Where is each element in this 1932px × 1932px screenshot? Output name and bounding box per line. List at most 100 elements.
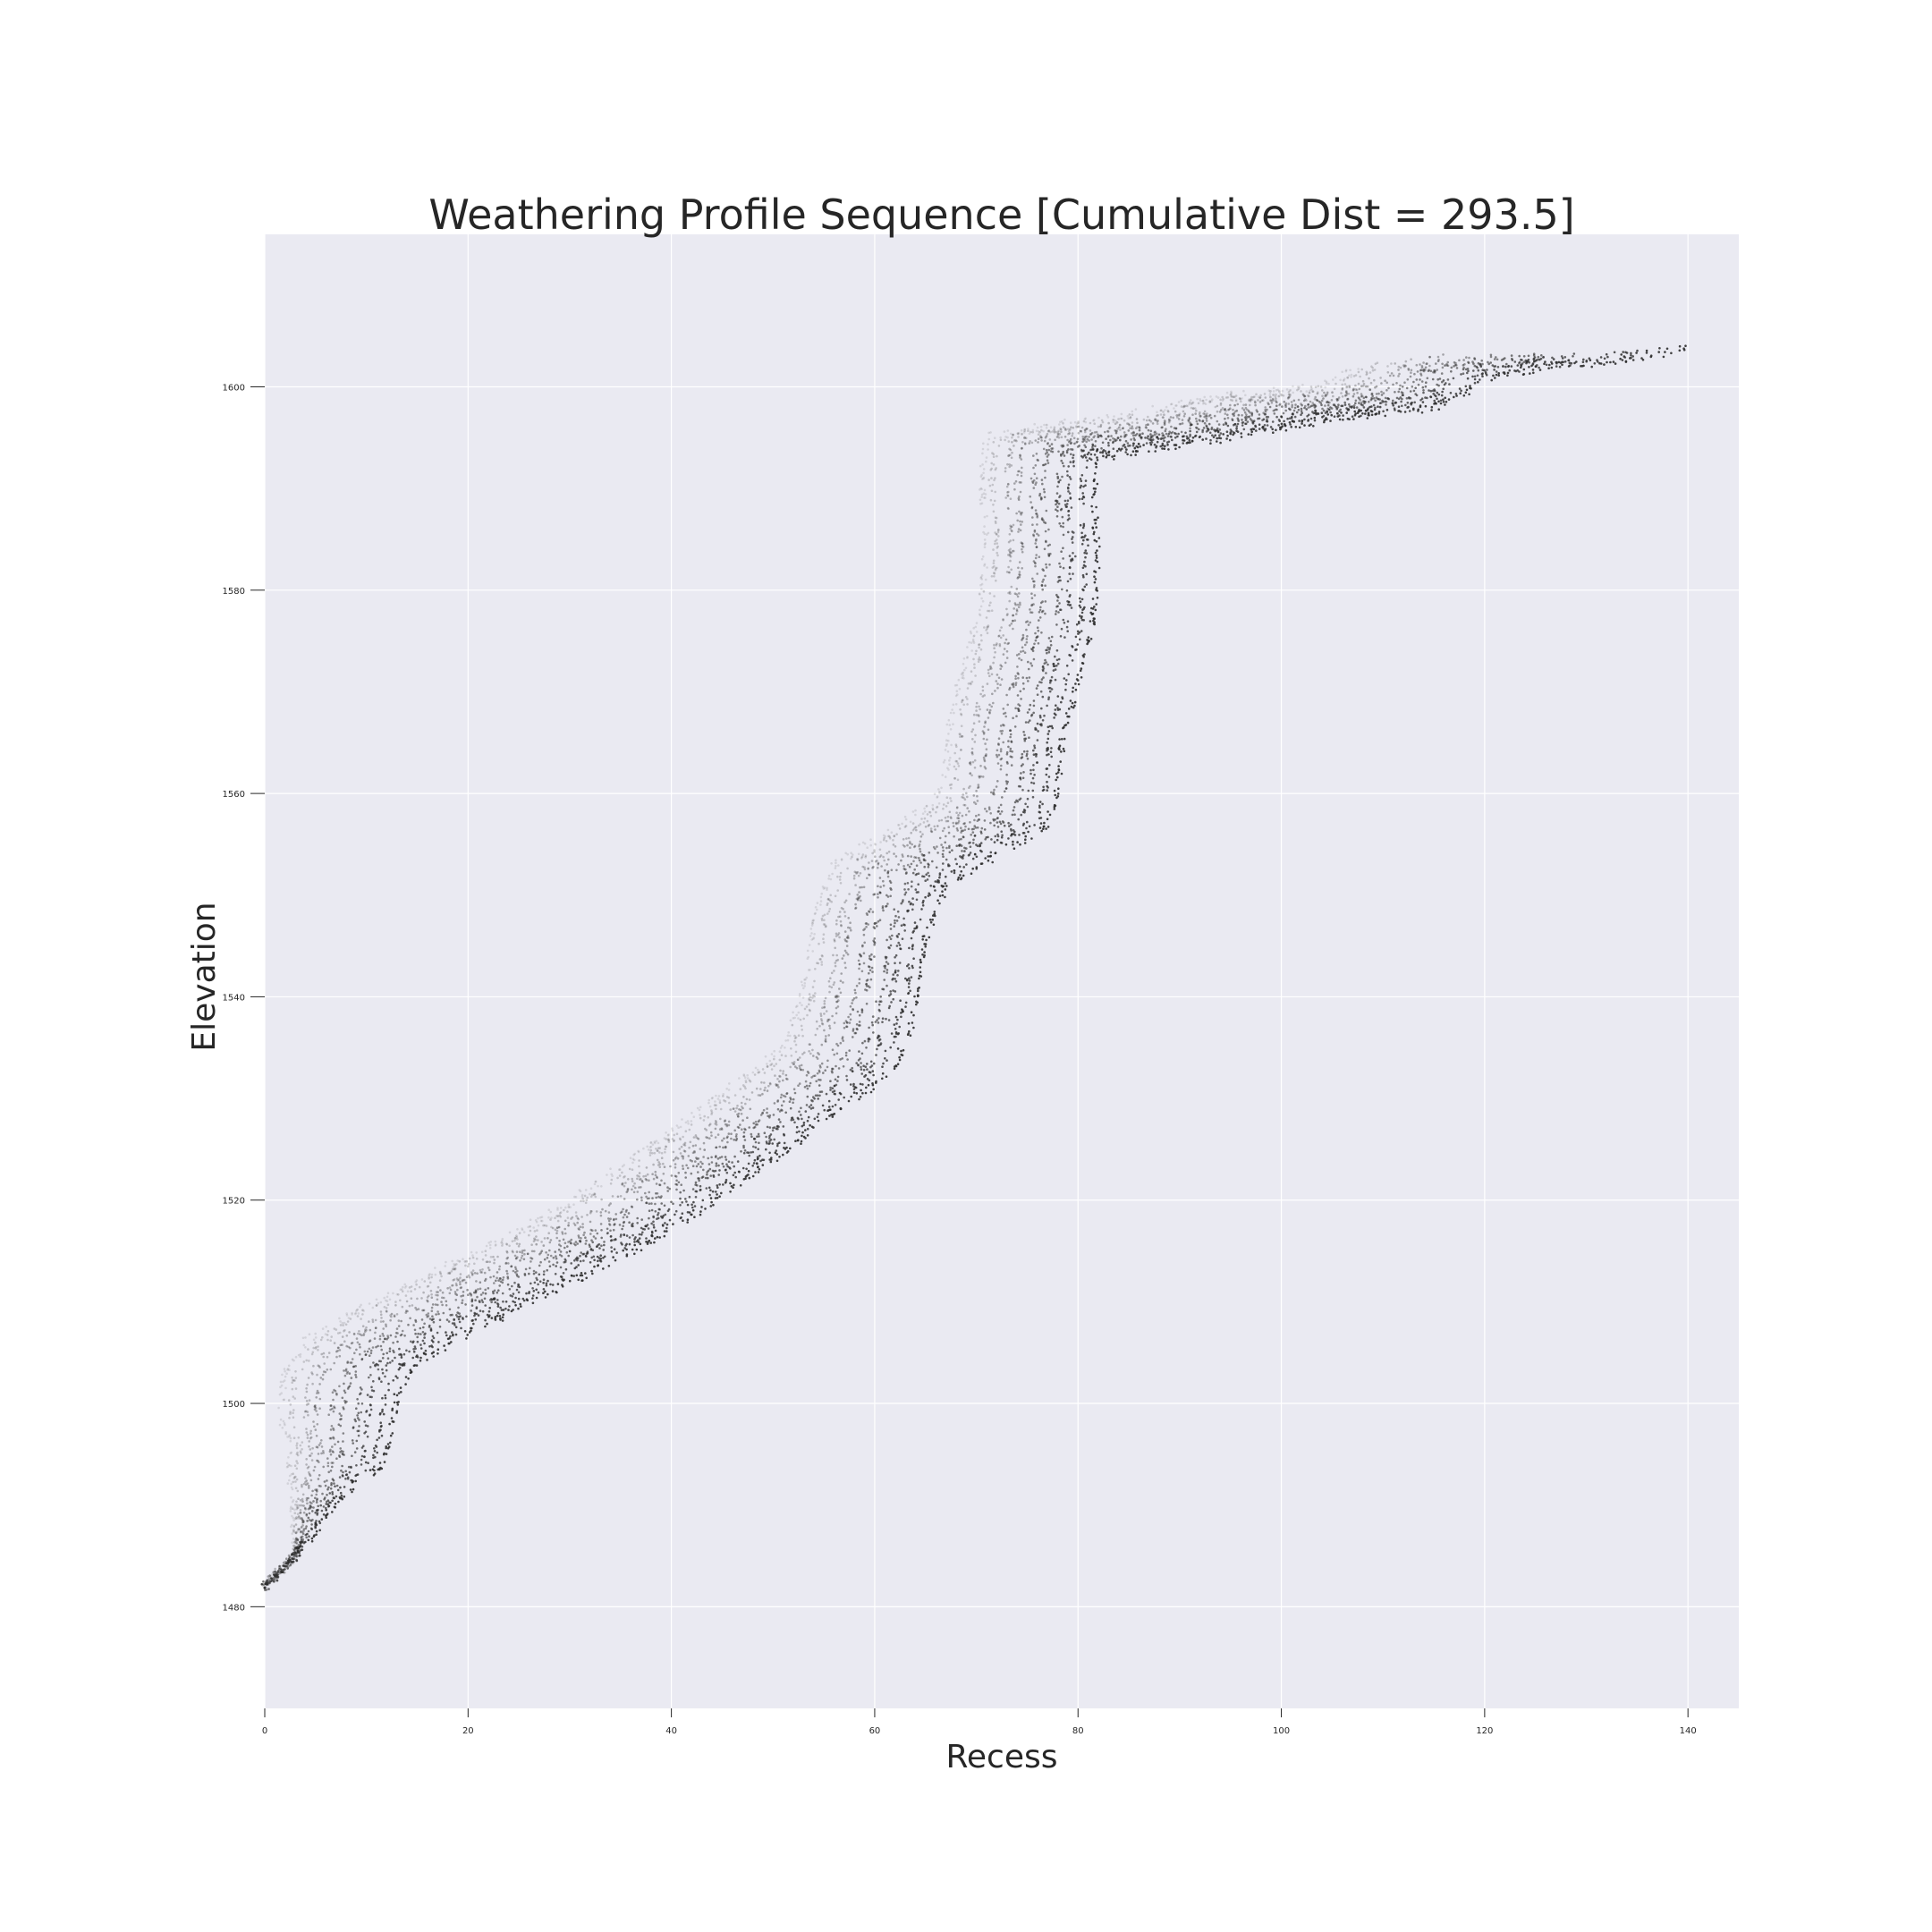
scatter-point xyxy=(363,1350,367,1353)
scatter-point xyxy=(999,758,1003,761)
scatter-point xyxy=(343,1369,345,1372)
scatter-point xyxy=(948,851,952,854)
scatter-point xyxy=(1108,426,1112,429)
scatter-point xyxy=(292,1516,295,1520)
scatter-point xyxy=(1045,566,1048,569)
scatter-point xyxy=(861,853,865,856)
scatter-point xyxy=(1358,387,1361,391)
scatter-point xyxy=(292,1426,296,1428)
scatter-point xyxy=(1089,433,1092,436)
scatter-point xyxy=(1092,436,1095,439)
scatter-point xyxy=(674,1174,677,1178)
scatter-point xyxy=(311,1489,314,1493)
scatter-point xyxy=(1454,364,1458,367)
scatter-point xyxy=(724,1156,727,1158)
scatter-point xyxy=(1012,809,1015,812)
scatter-point xyxy=(820,1062,824,1065)
scatter-point xyxy=(1242,389,1245,393)
scatter-point xyxy=(826,886,828,890)
scatter-point xyxy=(377,1344,379,1348)
scatter-point xyxy=(585,1199,589,1202)
scatter-point xyxy=(590,1239,593,1241)
scatter-point xyxy=(535,1242,538,1246)
scatter-point xyxy=(1302,394,1305,397)
scatter-point xyxy=(677,1181,681,1184)
scatter-point xyxy=(786,1078,789,1080)
scatter-point xyxy=(413,1288,417,1291)
scatter-point xyxy=(314,1341,317,1344)
scatter-point xyxy=(430,1275,433,1279)
scatter-point xyxy=(660,1157,664,1159)
scatter-point xyxy=(517,1275,521,1278)
scatter-point xyxy=(1278,403,1281,407)
scatter-point xyxy=(671,1138,674,1140)
scatter-point xyxy=(462,1278,466,1282)
scatter-point xyxy=(335,1328,338,1331)
scatter-point xyxy=(1398,372,1401,376)
scatter-point xyxy=(1249,400,1252,402)
scatter-point xyxy=(542,1224,545,1227)
scatter-point xyxy=(960,714,963,716)
scatter-point xyxy=(960,724,963,727)
scatter-point xyxy=(1249,403,1251,407)
scatter-point xyxy=(343,1408,345,1411)
scatter-point xyxy=(359,1305,361,1309)
scatter-point xyxy=(649,1141,652,1144)
scatter-point xyxy=(1309,400,1312,403)
scatter-point xyxy=(1183,405,1186,408)
scatter-point xyxy=(1324,386,1326,389)
scatter-point xyxy=(714,1120,717,1123)
scatter-point xyxy=(1185,404,1188,408)
scatter-point xyxy=(975,649,978,653)
scatter-point xyxy=(1034,564,1037,568)
scatter-point xyxy=(430,1306,434,1309)
scatter-point xyxy=(969,772,971,775)
scatter-point xyxy=(515,1236,519,1239)
scatter-point xyxy=(1078,425,1080,428)
scatter-point xyxy=(870,966,874,970)
scatter-point xyxy=(480,1250,484,1253)
scatter-point xyxy=(826,1018,830,1021)
scatter-point xyxy=(1060,459,1063,462)
scatter-point xyxy=(829,877,833,881)
scatter-point xyxy=(319,1338,323,1342)
scatter-point xyxy=(1062,547,1064,550)
profile-series xyxy=(265,358,1412,1589)
scatter-point xyxy=(1005,650,1009,653)
scatter-point xyxy=(521,1227,523,1230)
scatter-point xyxy=(1216,419,1219,423)
scatter-point xyxy=(1237,413,1241,417)
scatter-point xyxy=(1026,758,1030,760)
scatter-point xyxy=(1216,404,1219,408)
scatter-point xyxy=(1262,399,1265,402)
scatter-point xyxy=(1008,533,1012,536)
scatter-point xyxy=(982,530,985,534)
scatter-point xyxy=(691,1112,693,1114)
scatter-point xyxy=(1419,369,1423,372)
scatter-point xyxy=(784,1095,787,1098)
scatter-point xyxy=(546,1268,548,1272)
scatter-point xyxy=(1221,399,1224,402)
scatter-point xyxy=(1522,355,1526,358)
scatter-point xyxy=(843,938,847,941)
scatter-point xyxy=(475,1258,479,1260)
scatter-point xyxy=(1088,436,1090,438)
scatter-point xyxy=(1037,459,1039,462)
scatter-point xyxy=(1350,376,1352,378)
scatter-point xyxy=(637,1150,640,1154)
scatter-point xyxy=(1453,365,1455,368)
scatter-point xyxy=(410,1285,413,1288)
scatter-point xyxy=(369,1349,373,1352)
scatter-point xyxy=(1114,429,1117,433)
scatter-point xyxy=(1038,681,1041,683)
scatter-point xyxy=(924,810,927,813)
scatter-point xyxy=(995,532,998,536)
scatter-point xyxy=(346,1361,349,1364)
scatter-point xyxy=(1120,412,1123,416)
scatter-point xyxy=(756,1135,758,1138)
scatter-point xyxy=(844,1054,848,1057)
scatter-point xyxy=(1055,610,1058,613)
scatter-point xyxy=(1202,399,1205,402)
scatter-point xyxy=(871,911,875,913)
scatter-point xyxy=(710,1111,714,1114)
